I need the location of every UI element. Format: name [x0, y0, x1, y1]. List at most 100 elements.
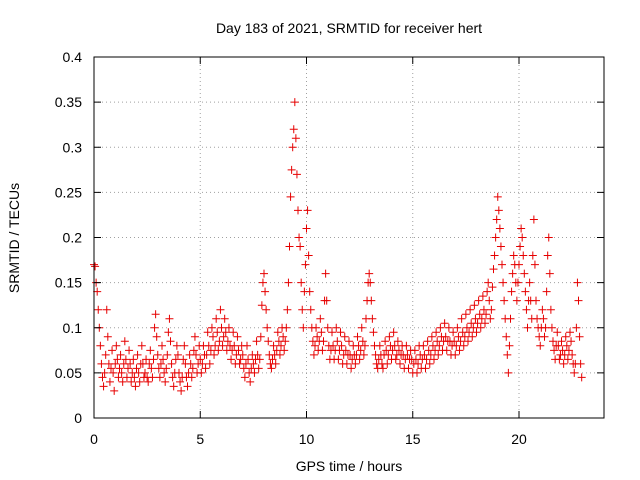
data-point [495, 224, 504, 233]
data-point [190, 332, 199, 341]
data-point [282, 323, 291, 332]
data-point [555, 355, 564, 364]
data-point [568, 350, 577, 359]
data-point [455, 346, 464, 355]
data-point [563, 355, 572, 364]
data-point [205, 359, 214, 368]
data-point [171, 355, 180, 364]
data-point [444, 323, 453, 332]
data-point [465, 328, 474, 337]
data-point [103, 332, 112, 341]
y-tick-label: 0.4 [63, 49, 83, 65]
data-point [132, 364, 141, 373]
data-point [356, 346, 365, 355]
data-point [296, 242, 305, 251]
data-point [485, 296, 494, 305]
data-point [528, 251, 537, 260]
data-point [216, 305, 225, 314]
data-point [459, 341, 468, 350]
data-point [177, 386, 186, 395]
data-point [329, 341, 338, 350]
data-point [131, 382, 140, 391]
data-point [367, 296, 376, 305]
data-point [426, 350, 435, 359]
data-point [263, 323, 272, 332]
data-point [223, 337, 232, 346]
data-point [414, 359, 423, 368]
data-point [113, 355, 122, 364]
data-point [97, 359, 106, 368]
data-point [473, 319, 482, 328]
data-point [189, 346, 198, 355]
data-point [299, 323, 308, 332]
data-point [167, 359, 176, 368]
y-tick-label: 0.35 [55, 94, 82, 110]
data-point [434, 350, 443, 359]
data-point [508, 269, 517, 278]
data-point [155, 373, 164, 382]
data-point [283, 305, 292, 314]
data-point [160, 368, 169, 377]
data-point [164, 328, 173, 337]
data-point [129, 355, 138, 364]
data-point [419, 341, 428, 350]
data-point [260, 269, 268, 278]
data-point [366, 278, 375, 287]
data-point [125, 346, 134, 355]
data-point [410, 346, 419, 355]
data-point [505, 341, 514, 350]
data-point [394, 346, 403, 355]
data-point [115, 364, 124, 373]
data-point [168, 373, 177, 382]
data-point [111, 359, 120, 368]
data-point [135, 377, 144, 386]
data-point [120, 337, 129, 346]
data-point [574, 296, 583, 305]
data-point [306, 305, 315, 314]
data-point [180, 341, 189, 350]
data-point [291, 134, 300, 143]
data-point [141, 368, 149, 377]
data-point [169, 382, 178, 391]
data-point [214, 346, 223, 355]
data-point [197, 368, 206, 377]
data-point [221, 328, 230, 337]
data-point [281, 337, 290, 346]
data-point [236, 355, 245, 364]
data-point [295, 233, 304, 242]
data-point [341, 346, 350, 355]
data-point [121, 355, 130, 364]
data-point [264, 337, 273, 346]
data-point [464, 337, 472, 346]
data-point [203, 328, 212, 337]
data-point [187, 373, 196, 382]
data-points [90, 98, 586, 395]
data-point [144, 377, 153, 386]
data-point [114, 373, 123, 382]
data-point [224, 323, 233, 332]
data-point [479, 305, 488, 314]
data-point [292, 170, 301, 179]
y-tick-label: 0.25 [55, 184, 82, 200]
data-point [159, 355, 168, 364]
data-point [460, 332, 469, 341]
data-point [101, 350, 110, 359]
data-point [546, 305, 555, 314]
data-point [379, 364, 387, 373]
data-point [249, 359, 258, 368]
data-point [369, 328, 378, 337]
data-point [430, 355, 438, 364]
data-point [536, 341, 545, 350]
data-point [566, 328, 574, 337]
data-point [311, 341, 319, 350]
data-point [456, 337, 465, 346]
data-point [233, 332, 242, 341]
data-point [352, 350, 361, 359]
data-point [503, 350, 512, 359]
data-point [549, 337, 557, 346]
data-point [302, 224, 311, 233]
data-point [490, 251, 499, 260]
data-point [321, 269, 330, 278]
data-point [504, 368, 513, 377]
